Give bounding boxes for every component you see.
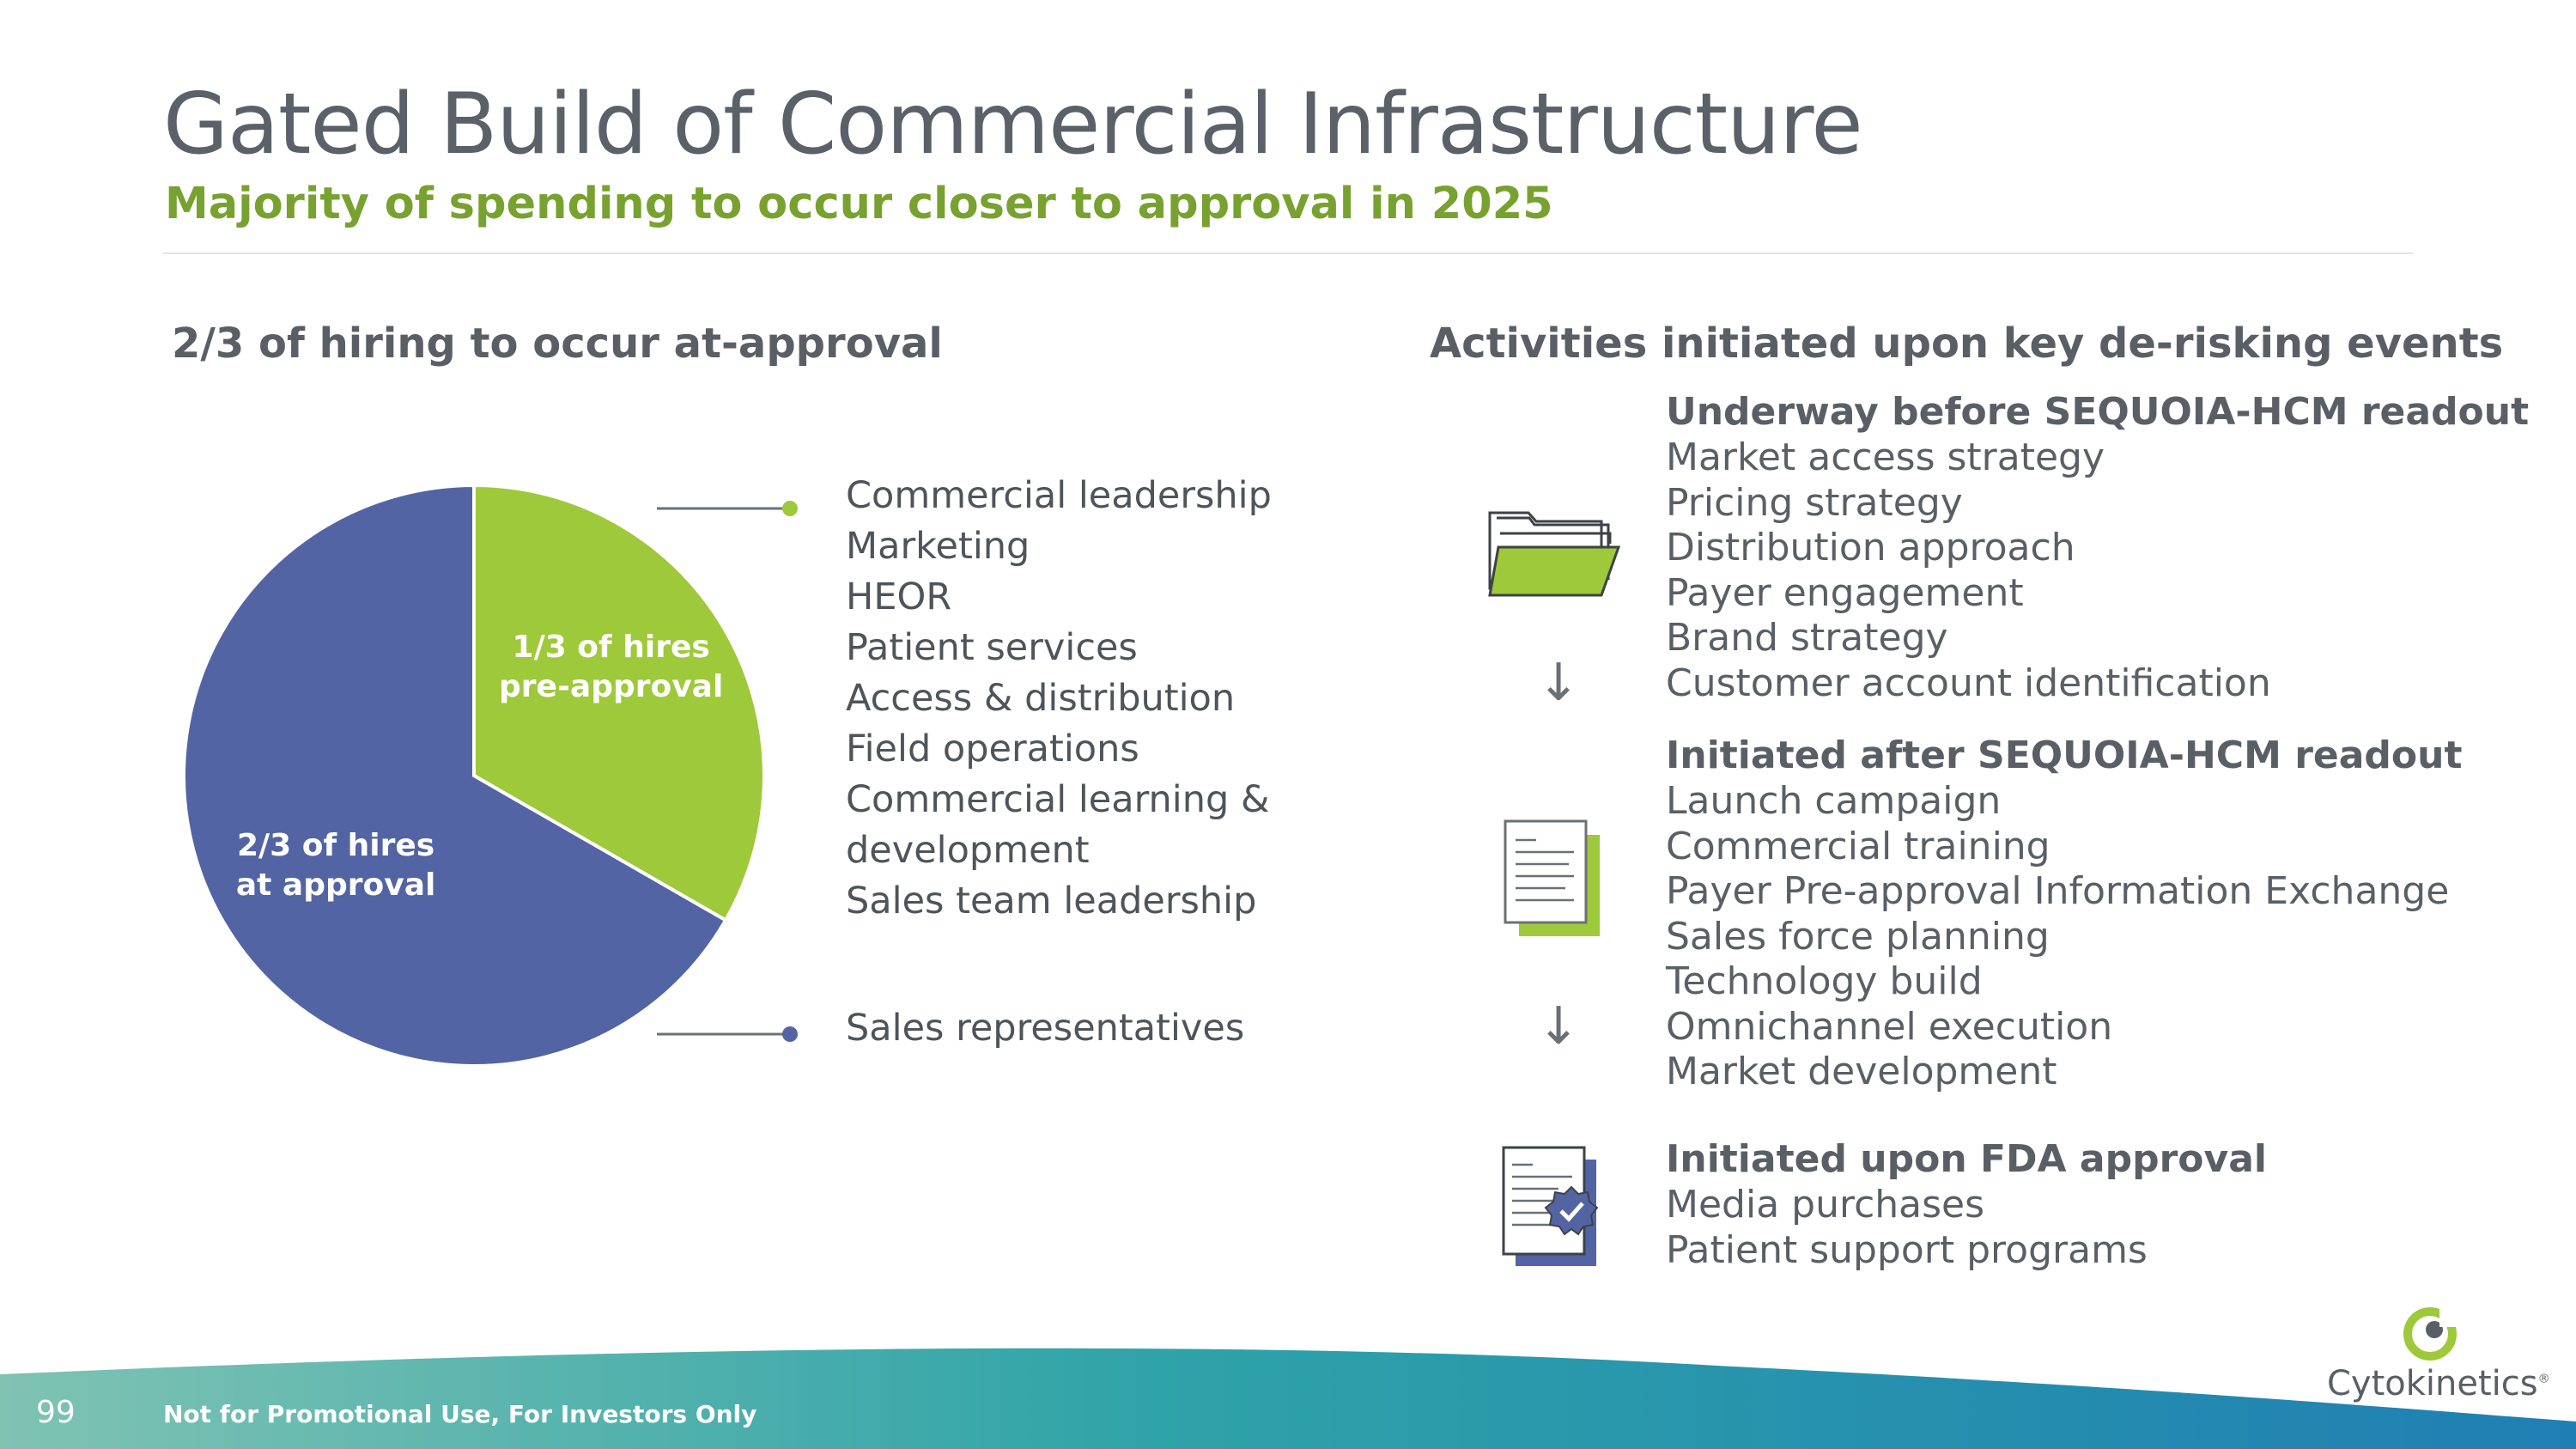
hiring-pie-chart: 1/3 of hires pre-approval 2/3 of hires at a… — [182, 483, 798, 1068]
title-divider — [163, 253, 2413, 254]
activity-item: Patient support programs — [1666, 1227, 2148, 1272]
pre-approval-roles: Commercial leadership Marketing HEOR Patien… — [846, 471, 1272, 927]
role-item: Marketing — [846, 525, 1030, 568]
section-fda-approval: Initiated upon FDA approval Media purcha… — [1666, 1136, 2267, 1273]
activity-item: Media purchases — [1666, 1183, 1985, 1227]
page-title: Gated Build of Commercial Infrastructure — [163, 76, 1863, 174]
role-item: Commercial leadership — [846, 474, 1272, 517]
role-item: Access & distribution — [846, 677, 1236, 720]
footer-disclaimer: Not for Promotional Use, For Investors O… — [163, 1400, 757, 1428]
activity-item: Launch campaign — [1666, 779, 2002, 823]
pie-slice-label: 2/3 of hires at approval — [236, 828, 435, 903]
section-title: Initiated upon FDA approval — [1666, 1137, 2267, 1181]
arrow-down-icon-2: ↓ — [1537, 996, 1581, 1056]
activity-item: Pricing strategy — [1666, 480, 1963, 525]
cytokinetics-logo-text: Cytokinetics® — [2327, 1364, 2550, 1403]
pie-slice-label: 1/3 of hires pre-approval — [499, 630, 723, 704]
footer-wave — [0, 1348, 2576, 1449]
folder-icon — [1488, 511, 1621, 597]
section-after-readout: Initiated after SEQUOIA-HCM readout Laun… — [1666, 733, 2463, 1095]
document-icon — [1504, 819, 1600, 936]
activity-item: Customer account identification — [1666, 661, 2271, 705]
role-item: HEOR — [846, 575, 952, 618]
activity-item: Payer engagement — [1666, 570, 2024, 615]
at-approval-roles: Sales representatives — [846, 1003, 1244, 1054]
activity-item: Commercial training — [1666, 824, 2050, 868]
role-item: Patient services — [846, 626, 1138, 669]
hiring-heading: 2/3 of hiring to occur at-approval — [172, 320, 943, 368]
section-title: Initiated after SEQUOIA-HCM readout — [1666, 734, 2463, 777]
role-item: Sales representatives — [846, 1007, 1245, 1050]
pie-slice-at-approval — [182, 483, 728, 1068]
activity-item: Brand strategy — [1666, 616, 1948, 660]
activity-item: Technology build — [1666, 959, 1983, 1003]
role-item: development — [846, 829, 1090, 872]
activity-item: Payer Pre-approval Information Exchange — [1666, 869, 2450, 913]
activity-item: Distribution approach — [1666, 526, 2075, 569]
arrow-down-icon: ↓ — [1537, 653, 1581, 713]
section-title: Underway before SEQUOIA-HCM readout — [1666, 390, 2530, 434]
cytokinetics-logo-icon — [2403, 1307, 2458, 1361]
page-subtitle: Majority of spending to occur closer to … — [165, 179, 1553, 229]
green-connector-dot — [782, 501, 798, 516]
role-item: Sales team leadership — [846, 880, 1257, 922]
pie-slice-pre-approval — [472, 483, 766, 923]
certified-document-icon — [1502, 1146, 1599, 1266]
activity-item: Market access strategy — [1666, 435, 2105, 479]
page-number: 99 — [36, 1395, 76, 1430]
activity-item: Market development — [1666, 1050, 2057, 1093]
role-item: Commercial learning & — [846, 778, 1270, 821]
section-before-readout: Underway before SEQUOIA-HCM readout Mark… — [1666, 389, 2529, 706]
activities-heading: Activities initiated upon key de-risking… — [1430, 320, 2504, 368]
role-item: Field operations — [846, 728, 1139, 770]
activity-item: Sales force planning — [1666, 914, 2050, 959]
blue-connector-dot — [782, 1026, 798, 1042]
activity-item: Omnichannel execution — [1666, 1004, 2113, 1049]
